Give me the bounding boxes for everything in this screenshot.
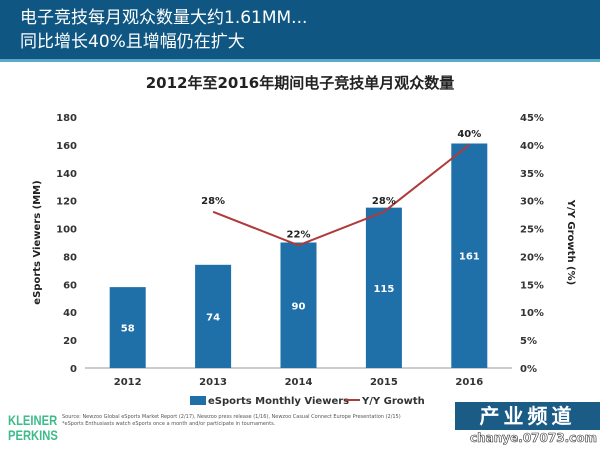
watermark-logo: 产业频道 chanye.07073.com xyxy=(455,398,600,450)
bar xyxy=(109,287,146,368)
growth-label: 22% xyxy=(287,229,311,240)
bar-value-label: 115 xyxy=(373,284,394,295)
watermark-name: 产业频道 xyxy=(455,402,600,430)
y-tick-label: 160 xyxy=(56,141,77,152)
bar xyxy=(365,207,402,368)
bar-value-label: 74 xyxy=(206,312,220,323)
bar-value-label: 161 xyxy=(459,252,480,263)
slide-header: 电子竞技每月观众数量大约1.61MM... 同比增长40%且增幅仍在扩大 xyxy=(0,0,600,62)
x-tick-label: 2014 xyxy=(285,377,313,388)
growth-line xyxy=(212,144,470,247)
x-tick-label: 2016 xyxy=(455,377,483,388)
legend-line-label: Y/Y Growth xyxy=(361,396,425,407)
y2-tick-label: 20% xyxy=(520,252,544,263)
growth-label: 28% xyxy=(201,196,225,207)
bar xyxy=(280,242,317,368)
y2-tick-label: 15% xyxy=(520,280,544,291)
y2-tick-label: 45% xyxy=(520,113,544,124)
y-tick-label: 20 xyxy=(63,336,77,347)
y2-tick-label: 30% xyxy=(520,197,544,208)
y2-tick-label: 35% xyxy=(520,169,544,180)
growth-label: 40% xyxy=(457,129,481,140)
x-tick-label: 2013 xyxy=(199,377,227,388)
y2-tick-label: 25% xyxy=(520,225,544,236)
growth-label: 28% xyxy=(372,196,396,207)
source-text: Source: Newzoo Global eSports Market Rep… xyxy=(62,414,401,420)
y2-axis-label: Y/Y Growth (%) xyxy=(565,199,576,285)
x-tick-label: 2015 xyxy=(370,377,398,388)
y-tick-label: 0 xyxy=(70,364,77,375)
bar xyxy=(451,143,488,368)
chart-title: 2012年至2016年期间电子竞技单月观众数量 xyxy=(145,74,455,92)
bar xyxy=(195,264,232,368)
watermark-url: chanye.07073.com xyxy=(470,431,598,446)
y-tick-label: 100 xyxy=(56,225,77,236)
y2-tick-label: 10% xyxy=(520,308,544,319)
y-tick-label: 120 xyxy=(56,197,77,208)
y-tick-label: 180 xyxy=(56,113,77,124)
kleiner-perkins-logo: KLEINER PERKINS xyxy=(8,412,58,443)
footnote-text: *eSports Enthusiasts watch eSports once … xyxy=(62,421,276,427)
x-tick-label: 2012 xyxy=(114,377,142,388)
legend-bar-swatch xyxy=(190,396,206,405)
y-tick-label: 80 xyxy=(63,252,77,263)
y2-tick-label: 40% xyxy=(520,141,544,152)
y-tick-label: 40 xyxy=(63,308,77,319)
legend-bar-label: eSports Monthly Viewers xyxy=(208,396,349,407)
y2-tick-label: 0% xyxy=(520,364,537,375)
y-axis-label: eSports Viewers (MM) xyxy=(32,180,43,304)
bar-value-label: 90 xyxy=(292,301,306,312)
source-note: Source: Newzoo Global eSports Market Rep… xyxy=(62,414,442,428)
bar-value-label: 58 xyxy=(121,324,135,335)
y-tick-label: 60 xyxy=(63,280,77,291)
headline-2: 同比增长40%且增幅仍在扩大 xyxy=(20,32,245,52)
y2-tick-label: 5% xyxy=(520,336,537,347)
headline-1: 电子竞技每月观众数量大约1.61MM... xyxy=(20,8,308,28)
y-tick-label: 140 xyxy=(56,169,77,180)
